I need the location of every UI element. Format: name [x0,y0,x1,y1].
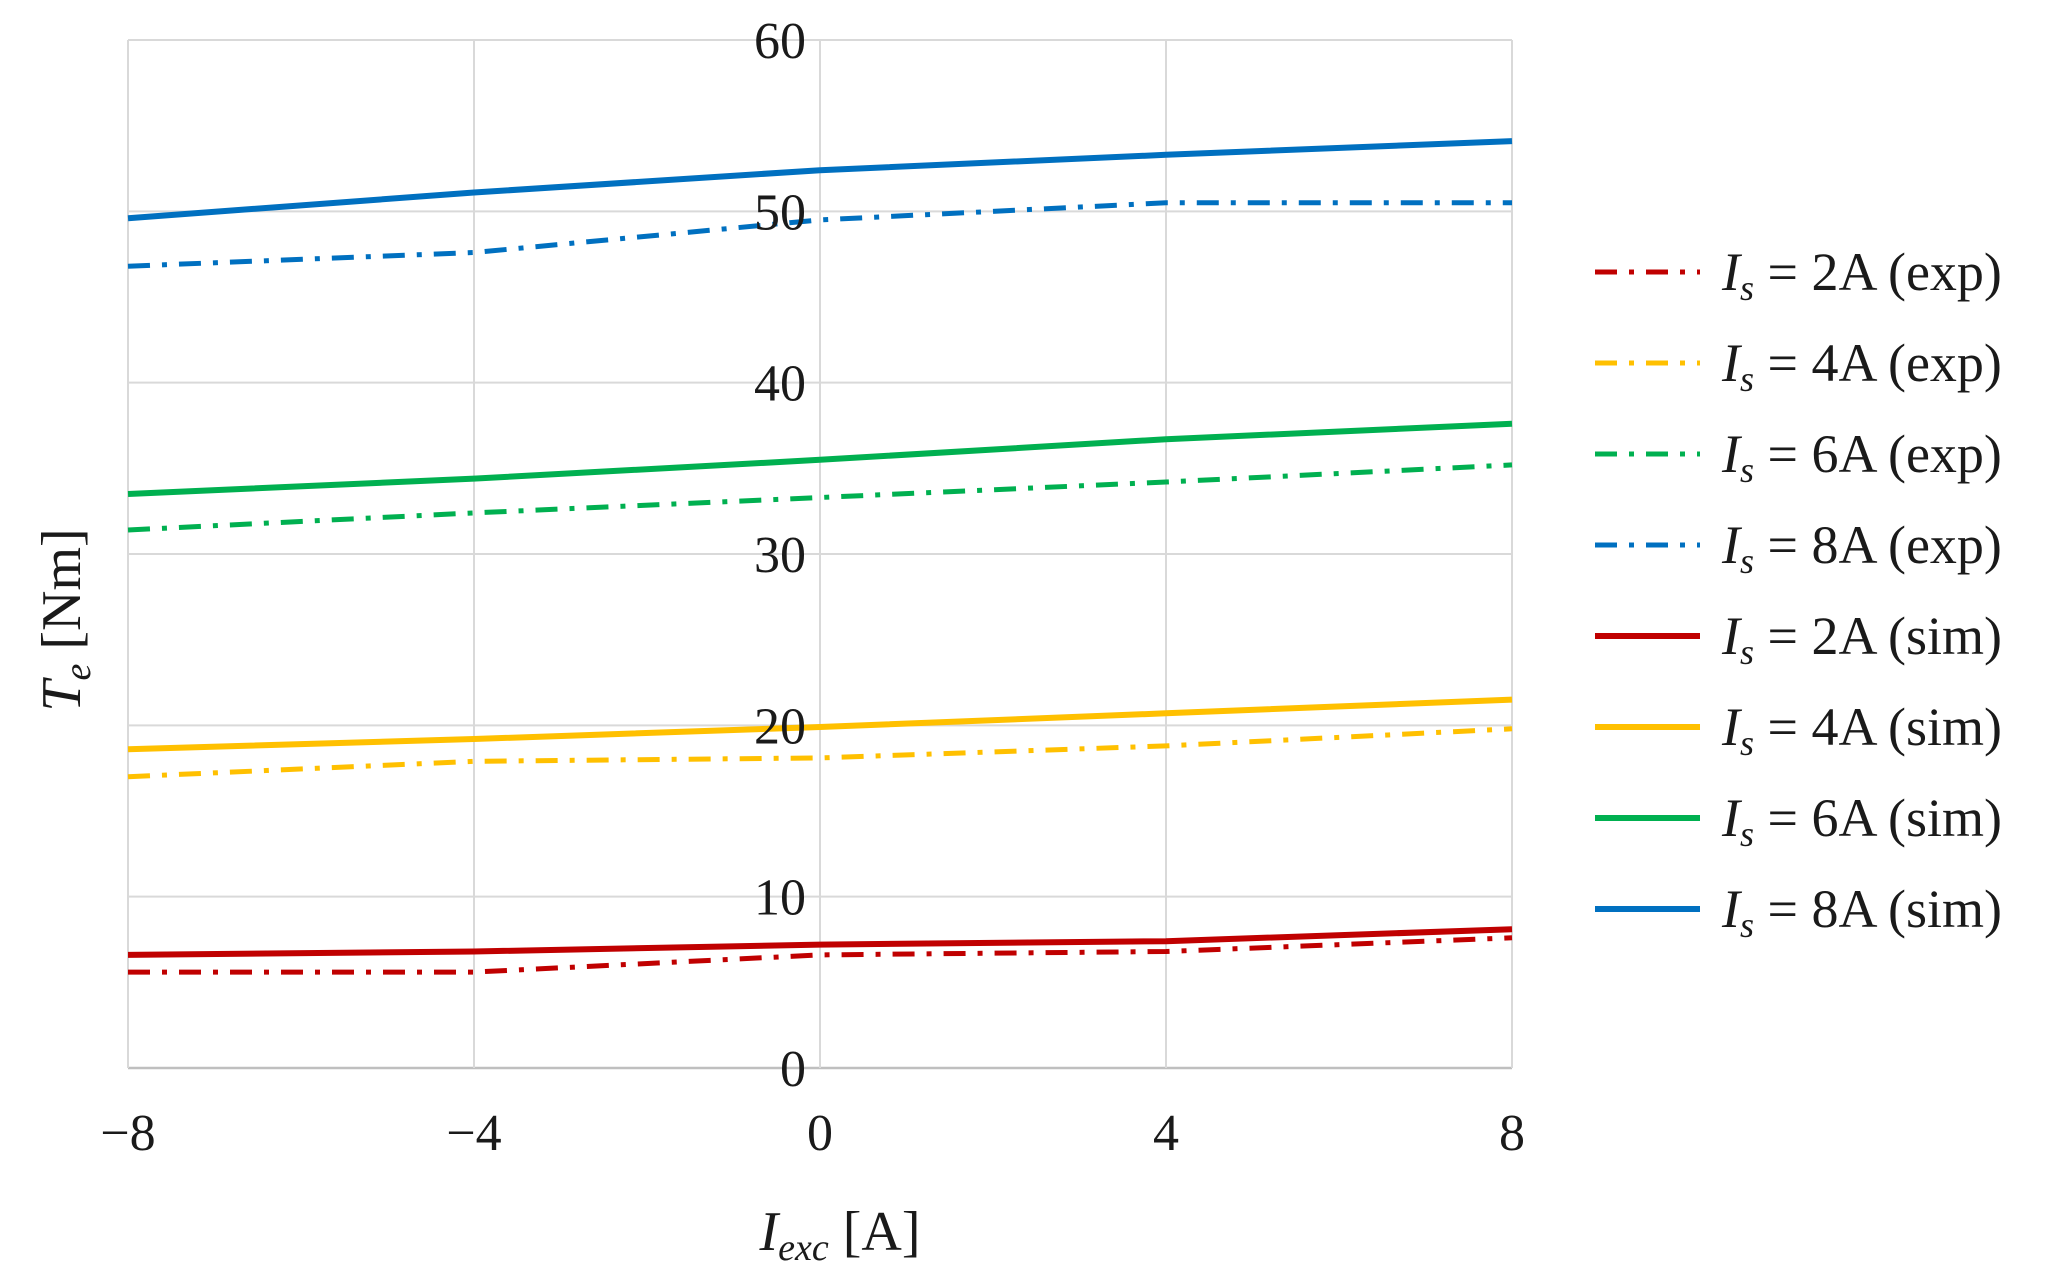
x-tick-label: 0 [807,1105,833,1162]
series-line [127,696,1513,753]
x-axis-label: Iexc [A] [758,1201,920,1269]
x-tick-label: −4 [446,1105,501,1162]
legend-entry: Is = 2A (sim) [1721,606,2002,672]
series-line [127,138,1513,222]
x-tick-label: −8 [100,1105,155,1162]
legend-entry: Is = 6A (exp) [1721,424,2002,490]
y-tick-label: 0 [780,1041,806,1098]
legend-entry: Is = 4A (sim) [1721,697,2002,763]
series-layer [127,138,1513,975]
y-tick-label: 40 [754,356,806,413]
series-line [127,926,1513,958]
legend-entry: Is = 8A (exp) [1721,515,2002,581]
x-axis-ticks: −8 −4 0 4 8 [100,1105,1525,1162]
grid [127,39,1513,1070]
y-axis-ticks: 0 10 20 30 40 50 60 [754,13,806,1098]
series-line [127,420,1513,497]
legend-entry: Is = 6A (sim) [1721,788,2002,854]
y-tick-label: 50 [754,184,806,241]
legend-entry: Is = 8A (sim) [1721,879,2002,945]
y-tick-label: 10 [754,870,806,927]
legend-entry: Is = 4A (exp) [1721,333,2002,399]
y-tick-label: 30 [754,527,806,584]
y-axis-label: Te [Nm] [31,528,99,711]
x-tick-label: 8 [1499,1105,1525,1162]
y-tick-label: 20 [754,698,806,755]
x-tick-label: 4 [1153,1105,1179,1162]
y-tick-label: 60 [754,13,806,70]
legend: Is = 2A (exp) Is = 4A (exp) Is = 6A (exp) I… [1595,242,2002,945]
legend-entry: Is = 2A (exp) [1721,242,2002,308]
